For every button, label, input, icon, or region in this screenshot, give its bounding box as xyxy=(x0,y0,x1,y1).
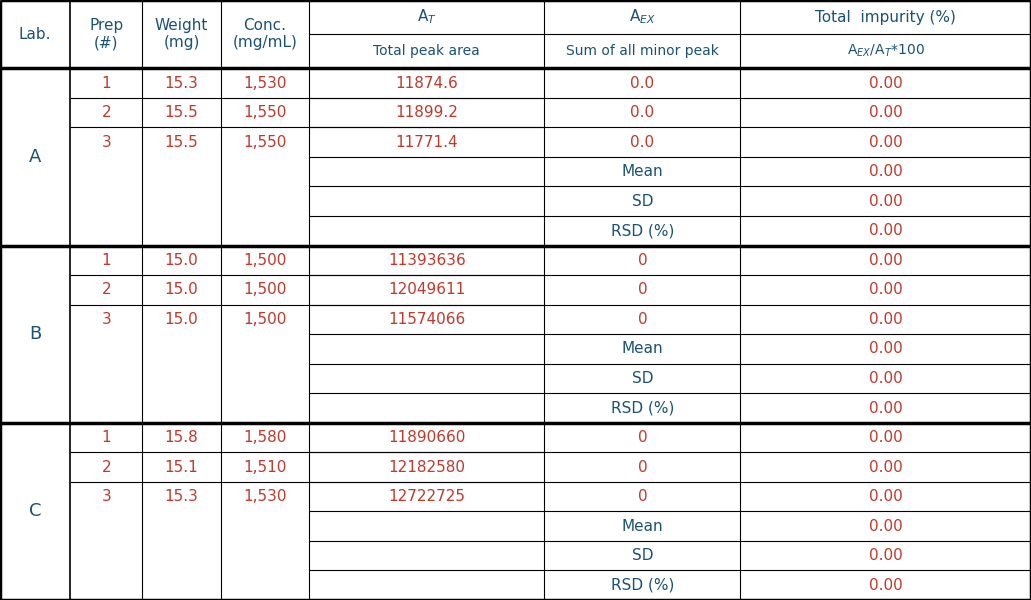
Text: 2: 2 xyxy=(101,105,111,120)
Text: 1,550: 1,550 xyxy=(243,134,287,149)
Text: 0.00: 0.00 xyxy=(869,134,902,149)
Text: 0.00: 0.00 xyxy=(869,105,902,120)
Text: 11874.6: 11874.6 xyxy=(396,76,458,91)
Text: 3: 3 xyxy=(101,312,111,327)
Text: 0.0: 0.0 xyxy=(630,105,655,120)
Text: 0.00: 0.00 xyxy=(869,430,902,445)
Text: 0.00: 0.00 xyxy=(869,223,902,238)
Text: 0: 0 xyxy=(637,489,647,504)
Text: 0: 0 xyxy=(637,430,647,445)
Text: 1,580: 1,580 xyxy=(243,430,287,445)
Text: 0.0: 0.0 xyxy=(630,134,655,149)
Text: 11574066: 11574066 xyxy=(389,312,465,327)
Text: 2: 2 xyxy=(101,460,111,475)
Text: 1,500: 1,500 xyxy=(243,253,287,268)
Text: 0.00: 0.00 xyxy=(869,283,902,298)
Text: 0.00: 0.00 xyxy=(869,460,902,475)
Text: 0: 0 xyxy=(637,253,647,268)
Text: 3: 3 xyxy=(101,134,111,149)
Text: 15.5: 15.5 xyxy=(165,105,198,120)
Text: A$_{EX}$/A$_T$*100: A$_{EX}$/A$_T$*100 xyxy=(846,43,925,59)
Text: 11890660: 11890660 xyxy=(388,430,466,445)
Text: Total peak area: Total peak area xyxy=(373,44,480,58)
Text: 15.1: 15.1 xyxy=(165,460,198,475)
Text: 15.0: 15.0 xyxy=(165,283,198,298)
Text: A: A xyxy=(29,148,41,166)
Text: B: B xyxy=(29,325,41,343)
Text: 0: 0 xyxy=(637,460,647,475)
Text: 15.0: 15.0 xyxy=(165,312,198,327)
Text: 0.00: 0.00 xyxy=(869,489,902,504)
Text: Lab.: Lab. xyxy=(19,26,52,41)
Text: 0.00: 0.00 xyxy=(869,371,902,386)
Text: 15.8: 15.8 xyxy=(165,430,198,445)
Text: 0: 0 xyxy=(637,283,647,298)
Text: 12722725: 12722725 xyxy=(389,489,465,504)
Text: 0.00: 0.00 xyxy=(869,76,902,91)
Text: SD: SD xyxy=(632,194,653,209)
Text: 0.00: 0.00 xyxy=(869,548,902,563)
Text: 1: 1 xyxy=(101,76,111,91)
Text: 0.00: 0.00 xyxy=(869,518,902,533)
Text: SD: SD xyxy=(632,371,653,386)
Text: RSD (%): RSD (%) xyxy=(610,401,674,416)
Text: 11393636: 11393636 xyxy=(388,253,466,268)
Text: 0.0: 0.0 xyxy=(630,76,655,91)
Text: C: C xyxy=(29,502,41,520)
Text: 12182580: 12182580 xyxy=(389,460,465,475)
Text: Mean: Mean xyxy=(622,164,663,179)
Text: SD: SD xyxy=(632,548,653,563)
Text: 0.00: 0.00 xyxy=(869,312,902,327)
Text: 15.3: 15.3 xyxy=(165,489,198,504)
Text: Weight
(mg): Weight (mg) xyxy=(155,18,208,50)
Text: 1,550: 1,550 xyxy=(243,105,287,120)
Text: Conc.
(mg/mL): Conc. (mg/mL) xyxy=(233,18,297,50)
Text: 0.00: 0.00 xyxy=(869,578,902,593)
Text: 3: 3 xyxy=(101,489,111,504)
Text: 15.0: 15.0 xyxy=(165,253,198,268)
Text: 0.00: 0.00 xyxy=(869,401,902,416)
Text: 1,500: 1,500 xyxy=(243,283,287,298)
Text: Mean: Mean xyxy=(622,341,663,356)
Text: Mean: Mean xyxy=(622,518,663,533)
Text: 1,510: 1,510 xyxy=(243,460,287,475)
Text: 1,530: 1,530 xyxy=(243,76,287,91)
Text: 12049611: 12049611 xyxy=(389,283,465,298)
Text: 1,500: 1,500 xyxy=(243,312,287,327)
Text: 0: 0 xyxy=(637,312,647,327)
Text: 11771.4: 11771.4 xyxy=(396,134,458,149)
Text: 15.5: 15.5 xyxy=(165,134,198,149)
Text: Sum of all minor peak: Sum of all minor peak xyxy=(566,44,719,58)
Text: 0.00: 0.00 xyxy=(869,194,902,209)
Text: 2: 2 xyxy=(101,283,111,298)
Text: 1,530: 1,530 xyxy=(243,489,287,504)
Text: 0.00: 0.00 xyxy=(869,253,902,268)
Text: 1: 1 xyxy=(101,430,111,445)
Text: 11899.2: 11899.2 xyxy=(396,105,458,120)
Text: 15.3: 15.3 xyxy=(165,76,198,91)
Text: RSD (%): RSD (%) xyxy=(610,578,674,593)
Text: Prep
(#): Prep (#) xyxy=(89,18,124,50)
Text: RSD (%): RSD (%) xyxy=(610,223,674,238)
Text: 0.00: 0.00 xyxy=(869,164,902,179)
Text: 0.00: 0.00 xyxy=(869,341,902,356)
Text: Total  impurity (%): Total impurity (%) xyxy=(816,10,956,25)
Text: A$_{EX}$: A$_{EX}$ xyxy=(629,8,656,26)
Text: A$_T$: A$_T$ xyxy=(417,8,437,26)
Text: 1: 1 xyxy=(101,253,111,268)
